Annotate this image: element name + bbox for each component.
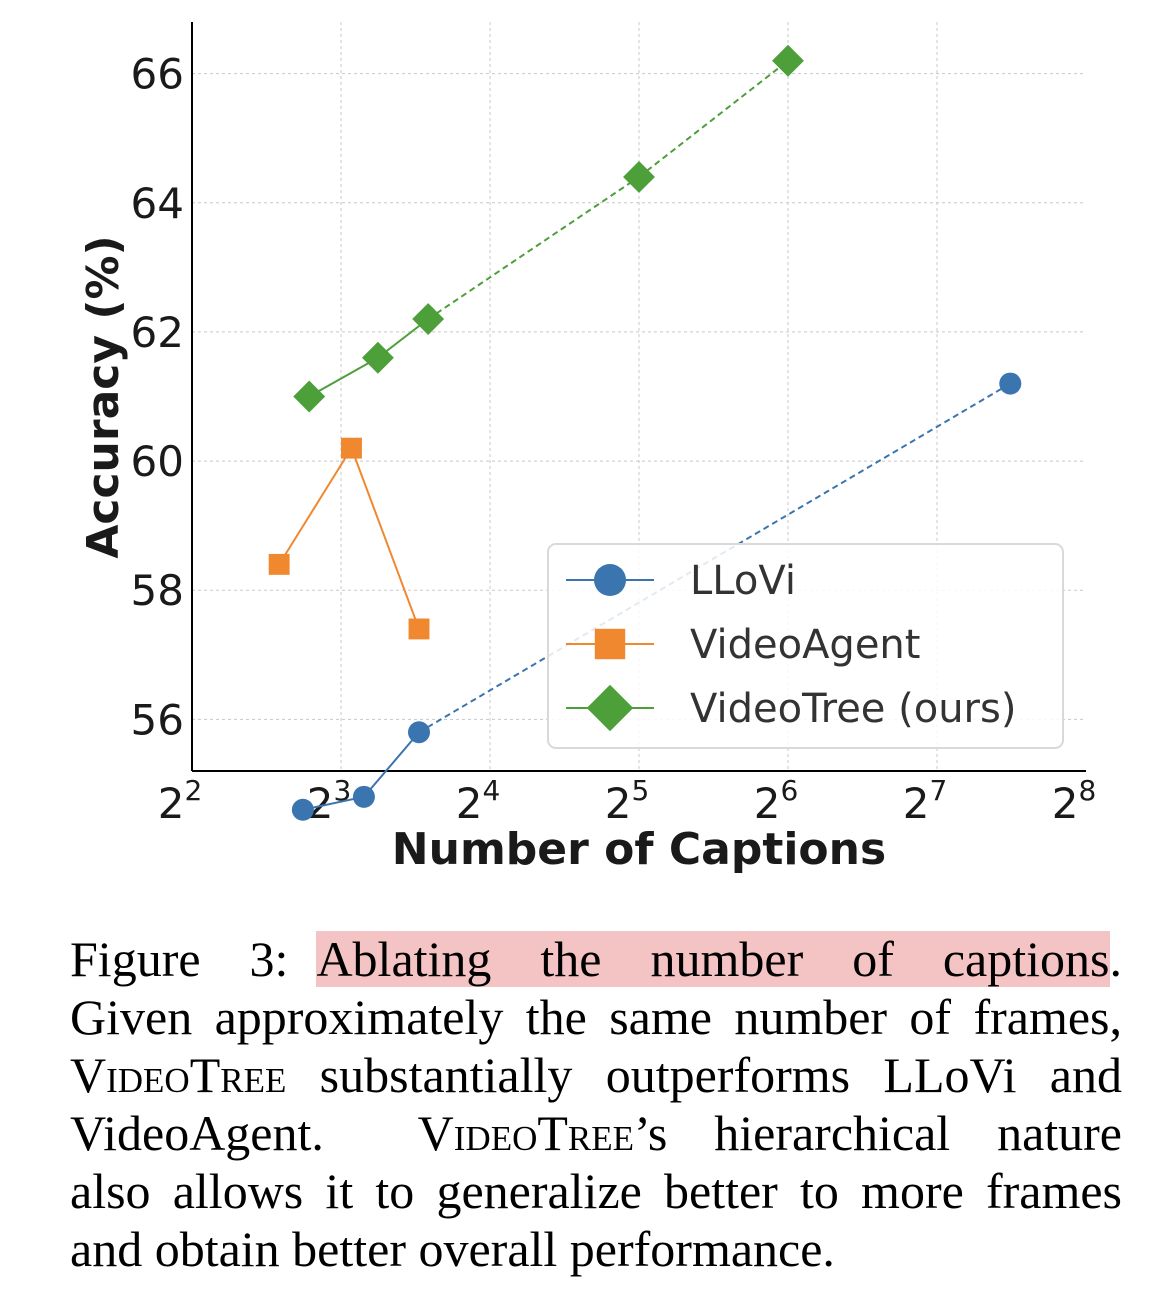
legend-box	[547, 543, 1064, 749]
series-line-segment	[350, 447, 420, 630]
series-line-segment	[363, 731, 420, 798]
caption-line-4-start: VideoAgent.	[70, 1105, 324, 1161]
y-tick-label: 56	[131, 695, 184, 744]
data-point	[999, 372, 1022, 395]
caption-method-name: VideoTree	[70, 1047, 287, 1103]
x-axis-label: Number of Captions	[392, 824, 886, 875]
x-tick-base: 2	[158, 779, 185, 828]
y-tick-label: 64	[131, 179, 184, 228]
caption-line-3: VideoTree substantially outperforms LLoV…	[70, 1046, 1122, 1104]
axes	[191, 22, 1086, 772]
y-tick-label: 62	[131, 308, 184, 357]
legend-label: LLoVi	[690, 558, 796, 604]
x-tick-label: 28	[1052, 774, 1097, 828]
x-tick-label: 22	[158, 774, 203, 828]
series-line-segment	[638, 59, 789, 178]
y-tick-label: 58	[131, 566, 184, 615]
caption-line-4: VideoAgent. VideoTree’s hierarchical nat…	[70, 1104, 1122, 1162]
x-tick-label: 27	[903, 774, 948, 828]
caption-method-name: VideoTree	[417, 1105, 635, 1161]
x-tick-base: 2	[456, 779, 483, 828]
data-point	[412, 303, 445, 335]
legend-marker	[594, 628, 626, 660]
data-point	[361, 341, 394, 374]
y-tick-label: 60	[131, 437, 184, 486]
data-point	[293, 380, 326, 413]
caption-line-4-text: ’s hierarchical nature	[634, 1105, 1123, 1161]
x-tick-exponent: 4	[482, 774, 500, 807]
caption-line-5: also allows it to generalize better to m…	[70, 1163, 1122, 1219]
legend-label: VideoTree (ours)	[690, 686, 1016, 732]
caption-line-1: Figure 3: Ablating the number of captions…	[70, 930, 1122, 988]
x-tick-label: 24	[456, 774, 501, 828]
legend-marker	[594, 564, 626, 596]
x-tick-base: 2	[605, 779, 632, 828]
series-line-segment	[308, 356, 379, 398]
data-point	[268, 553, 290, 575]
figure-caption: Figure 3: Ablating the number of captions…	[70, 930, 1122, 1278]
x-tick-exponent: 5	[631, 774, 649, 807]
y-axis-label: Accuracy (%)	[78, 235, 129, 558]
caption-line-3-text: substantially outperforms LLoVi and	[286, 1047, 1122, 1103]
series-line-segment	[278, 447, 353, 565]
figure-label: Figure 3:	[70, 931, 289, 987]
x-tick-base: 2	[754, 779, 781, 828]
x-tick-exponent: 2	[184, 774, 202, 807]
legend: LLoVi VideoAgent VideoTree (ours)	[547, 543, 1064, 749]
legend-label: VideoAgent	[690, 622, 920, 668]
x-tick-label: 25	[605, 774, 650, 828]
x-tick-label: 26	[754, 774, 799, 828]
x-tick-base: 2	[1052, 779, 1079, 828]
x-tick-exponent: 8	[1078, 774, 1096, 807]
y-tick-label: 66	[131, 50, 184, 99]
legend-marker	[586, 684, 634, 732]
caption-line-6: and obtain better overall performance.	[70, 1221, 835, 1277]
caption-period: .	[1109, 931, 1123, 987]
caption-highlight: Ablating the number of captions	[316, 931, 1110, 987]
series-line-segment	[427, 176, 640, 320]
data-point	[772, 44, 804, 77]
data-point	[623, 161, 655, 193]
data-point	[408, 721, 431, 744]
x-tick-base: 2	[903, 779, 930, 828]
y-tick-labels: 56 58 60 62 64 66	[131, 50, 184, 745]
x-tick-labels: 22 23 24 25 26 27 28	[158, 774, 1097, 828]
data-point	[341, 437, 362, 459]
data-point	[408, 618, 430, 640]
data-point	[352, 785, 375, 808]
x-tick-exponent: 3	[333, 774, 351, 807]
x-tick-exponent: 6	[780, 774, 798, 807]
x-tick-exponent: 7	[929, 774, 947, 807]
data-point	[291, 798, 314, 821]
caption-line-2: Given approximately the same number of f…	[70, 989, 1122, 1045]
